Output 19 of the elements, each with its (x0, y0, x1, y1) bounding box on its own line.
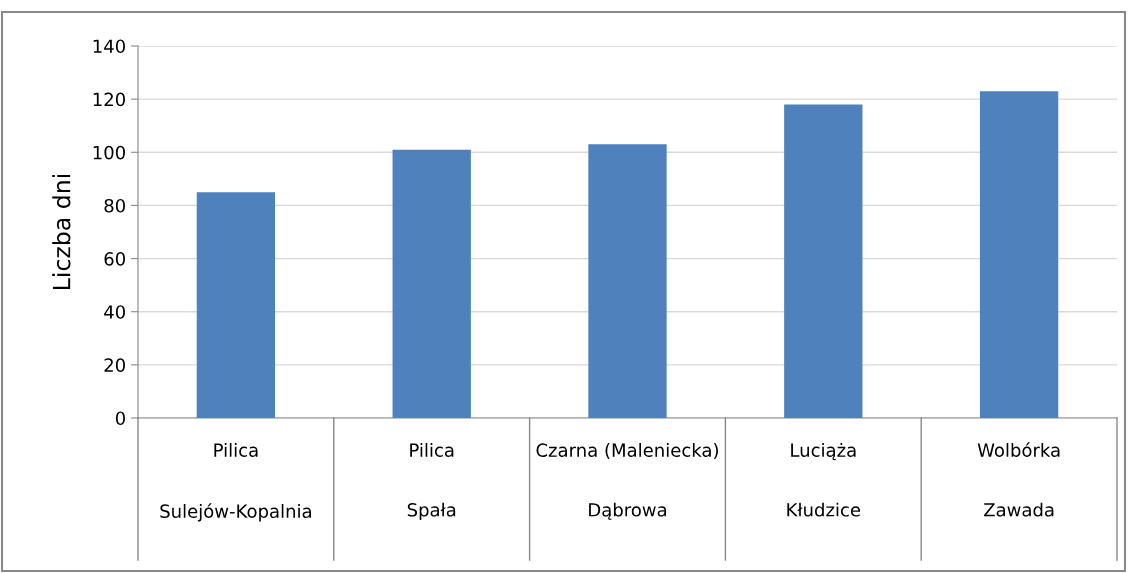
category-label: Luciąża Kłudzice (787, 443, 861, 517)
y-tick-label: 20 (104, 358, 125, 372)
y-tick-label: 100 (93, 145, 125, 160)
y-tick-label: 60 (104, 252, 125, 266)
y-tick-label: 120 (93, 92, 125, 107)
y-tick-label: 40 (104, 305, 125, 319)
y-axis-title: Liczba dni (52, 174, 71, 289)
category-label: Pilica Spała (407, 443, 456, 521)
y-tick-label: 0 (115, 411, 125, 426)
category-label: Pilica Sulejów-Kopalnia (160, 443, 311, 522)
bar (588, 144, 667, 418)
bar (979, 91, 1059, 418)
bar (196, 192, 276, 418)
category-label: Wolbórka Zawada (977, 442, 1060, 517)
bar (784, 104, 863, 418)
category-label: Czarna (Maleniecka) Dąbrowa (536, 443, 718, 520)
y-tick-label: 140 (93, 39, 125, 54)
y-tick-label: 80 (104, 198, 125, 213)
bar (392, 149, 471, 418)
